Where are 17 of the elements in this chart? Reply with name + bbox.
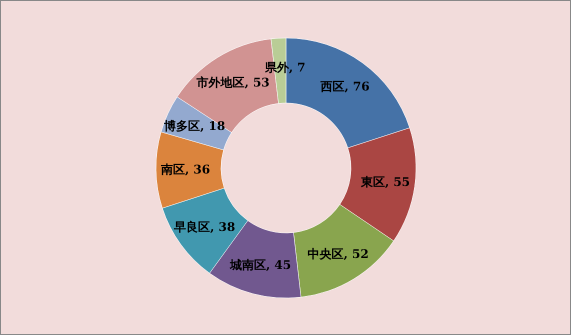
- slice-label: 早良区: [173, 220, 210, 234]
- data-label: , 52: [344, 246, 369, 261]
- slice-label: 城南区: [228, 258, 266, 272]
- data-label: , 7: [288, 60, 306, 75]
- data-label: , 76: [344, 80, 370, 94]
- data-label: , 38: [210, 220, 236, 234]
- data-label: , 36: [184, 162, 210, 177]
- data-label: , 18: [200, 119, 226, 134]
- slice-label: 西区: [320, 80, 345, 94]
- data-label: , 45: [266, 258, 292, 272]
- slice-label: 中央区: [308, 246, 344, 261]
- data-label: , 55: [384, 175, 410, 190]
- slice-label: 市外地区: [196, 76, 245, 90]
- slice-label: 南区: [160, 162, 185, 177]
- slice-label: 博多区: [163, 119, 200, 134]
- slice-label: 東区: [360, 175, 385, 190]
- data-label: , 53: [244, 76, 270, 90]
